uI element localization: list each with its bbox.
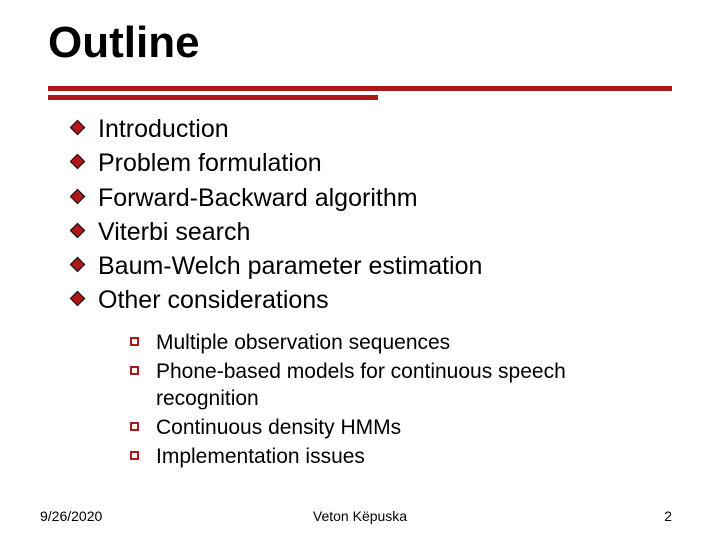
sub-bullet-text: Implementation issues	[156, 444, 670, 470]
sub-bullet-item: Phone-based models for continuous speech…	[130, 359, 670, 412]
square-bullet-icon	[130, 415, 156, 431]
title-rule-top	[48, 86, 672, 91]
title-rule-bottom	[48, 95, 378, 100]
bullet-list: IntroductionProblem formulation Forward-B…	[72, 114, 662, 320]
bullet-item: Baum-Welch parameter estimation	[72, 251, 662, 282]
bullet-text: Viterbi search	[98, 217, 662, 248]
sub-bullet-text: Multiple observation sequences	[156, 330, 670, 356]
diamond-bullet-icon	[72, 217, 98, 236]
sub-bullet-item: Implementation issues	[130, 444, 670, 470]
square-bullet-icon	[130, 444, 156, 460]
footer-author: Veton Këpuska	[313, 508, 407, 524]
bullet-item: Other considerations	[72, 285, 662, 316]
square-bullet-icon	[130, 359, 156, 375]
footer-date: 9/26/2020	[40, 508, 102, 524]
title-rule	[48, 86, 672, 100]
slide: Outline IntroductionProblem formulation F…	[0, 0, 720, 540]
bullet-item: Viterbi search	[72, 217, 662, 248]
bullet-text: Forward-Backward algorithm	[98, 183, 662, 214]
diamond-bullet-icon	[72, 183, 98, 202]
bullet-item: Introduction	[72, 114, 662, 145]
sub-bullet-text: Phone-based models for continuous speech…	[156, 359, 670, 412]
sub-bullet-item: Multiple observation sequences	[130, 330, 670, 356]
diamond-bullet-icon	[72, 285, 98, 304]
diamond-bullet-icon	[72, 114, 98, 133]
footer: 9/26/2020 Veton Këpuska 2	[0, 508, 720, 524]
bullet-text: Other considerations	[98, 285, 662, 316]
bullet-text: Introduction	[98, 114, 662, 145]
diamond-bullet-icon	[72, 251, 98, 270]
bullet-text: Baum-Welch parameter estimation	[98, 251, 662, 282]
diamond-bullet-icon	[72, 148, 98, 167]
square-bullet-icon	[130, 330, 156, 346]
bullet-text: Problem formulation	[98, 148, 662, 179]
bullet-item: Forward-Backward algorithm	[72, 183, 662, 214]
sub-bullet-text: Continuous density HMMs	[156, 415, 670, 441]
sub-bullet-list: Multiple observation sequences Phone-base…	[130, 330, 670, 473]
footer-page: 2	[664, 508, 672, 524]
bullet-item: Problem formulation	[72, 148, 662, 179]
slide-title: Outline	[48, 18, 200, 68]
sub-bullet-item: Continuous density HMMs	[130, 415, 670, 441]
